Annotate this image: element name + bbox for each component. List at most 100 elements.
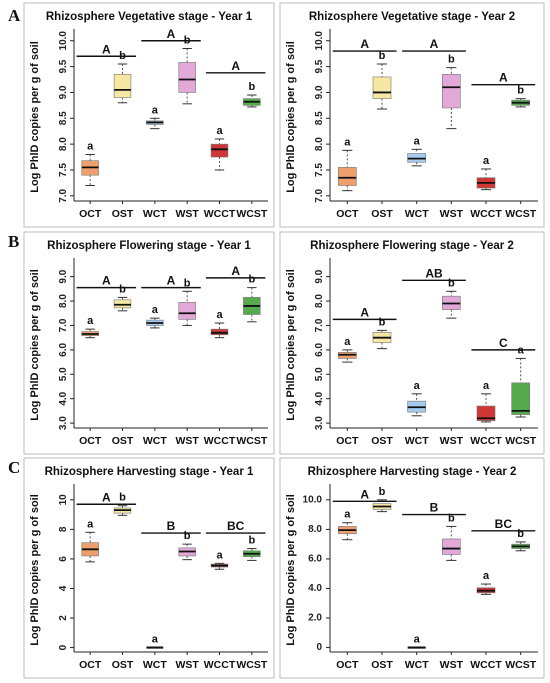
box-body (476, 405, 496, 421)
y-tick-label: 10.0 (303, 494, 323, 505)
box-wst (442, 67, 461, 130)
chart-title: Rhizosphere Flowering stage - Year 1 (47, 240, 251, 252)
box-letter: b (248, 81, 255, 93)
x-tick-label: WST (176, 659, 200, 671)
box-body (178, 62, 196, 93)
y-tick-label: 7.0 (58, 188, 69, 202)
box-wcct (476, 168, 496, 191)
x-tick-label: WST (440, 208, 464, 220)
y-tick-label: 7.0 (314, 318, 325, 332)
box-ost (113, 505, 132, 516)
box-letter: b (517, 85, 524, 97)
chart-title: Rhizosphere Harvesting stage - Year 1 (45, 466, 254, 478)
y-tick-label: 8.0 (314, 294, 325, 308)
box-body (511, 382, 530, 415)
x-tick-label: WCST (236, 659, 267, 671)
box-wst (442, 290, 461, 319)
chart-title: Rhizosphere Flowering stage - Year 2 (310, 240, 514, 252)
x-tick-label: OCT (336, 659, 359, 671)
x-tick-label: WCT (143, 659, 167, 671)
panel-frame (23, 457, 275, 679)
panel-frame (23, 231, 275, 455)
x-tick-label: WCST (505, 659, 536, 671)
y-tick-label: 3.0 (58, 416, 69, 430)
y-tick-label: 6.0 (308, 554, 322, 565)
box-wst (178, 543, 196, 561)
x-tick-label: WCCT (204, 208, 236, 220)
group-letter: A (102, 42, 111, 56)
y-tick-label: 6 (58, 556, 69, 562)
y-tick-label: 7.0 (58, 318, 69, 332)
x-tick-label: WCCT (470, 208, 502, 220)
box-letter: b (248, 274, 255, 286)
group-letter: A (167, 27, 176, 41)
box-oct (81, 153, 99, 186)
x-tick-label: WCT (143, 208, 167, 220)
x-tick-label: WCST (505, 435, 536, 447)
box-wct (407, 148, 426, 167)
x-tick-label: OST (112, 435, 134, 447)
y-axis-label: Log PhlD copies per g of soil (285, 494, 297, 646)
box-ost (113, 63, 132, 104)
y-tick-label: 0 (58, 644, 69, 650)
box-wcct (210, 322, 229, 339)
x-tick-label: WCT (405, 659, 429, 671)
box-wcct (210, 562, 229, 570)
chart-title: Rhizosphere Vegetative stage - Year 2 (309, 11, 515, 23)
y-axis-label: Log PhlD copies per g of soil (285, 269, 297, 421)
box-ost (113, 296, 132, 312)
x-tick-label: OST (112, 208, 134, 220)
box-letter: a (344, 336, 351, 348)
x-tick-label: WCCT (470, 659, 502, 671)
y-axis-label: Log PhlD copies per g of soil (29, 41, 41, 193)
box-letter: a (152, 304, 159, 316)
box-wcst (511, 98, 530, 108)
group-letter: A (167, 274, 176, 288)
box-letter: b (119, 283, 126, 295)
box-wcct (210, 138, 229, 171)
box-body (338, 167, 357, 186)
y-tick-label: 9.0 (58, 85, 69, 99)
y-tick-label: 9.0 (314, 85, 325, 99)
box-wcct (476, 583, 496, 595)
x-tick-label: WCST (505, 208, 536, 220)
x-tick-label: OCT (79, 208, 102, 220)
box-letter: b (448, 54, 455, 66)
box-wct (146, 117, 164, 130)
group-letter: C (499, 336, 508, 350)
x-tick-label: OST (371, 659, 393, 671)
x-tick-label: OST (112, 659, 134, 671)
group-letter: A (360, 487, 369, 501)
y-axis-label: Log PhlD copies per g of soil (29, 269, 41, 421)
y-tick-label: 8.5 (58, 111, 69, 125)
box-oct (338, 522, 357, 541)
x-tick-label: OCT (336, 435, 359, 447)
x-tick-label: WST (440, 659, 464, 671)
box-wcct (476, 393, 496, 423)
box-body (442, 538, 461, 555)
y-axis-label: Log PhlD copies per g of soil (285, 41, 297, 193)
group-letter: A (499, 71, 508, 85)
y-tick-label: 0 (316, 642, 322, 653)
box-letter: a (87, 518, 94, 530)
box-letter: b (379, 486, 386, 498)
y-tick-label: 8 (58, 526, 69, 532)
box-wcst (243, 287, 261, 323)
y-tick-label: 9.0 (314, 269, 325, 283)
y-tick-label: 4 (58, 585, 69, 591)
box-letter: b (248, 535, 255, 547)
x-tick-label: OST (371, 435, 393, 447)
group-letter: AB (425, 266, 443, 280)
box-letter: b (448, 277, 455, 289)
box-letter: a (216, 309, 223, 321)
group-letter: A (430, 37, 439, 51)
box-wst (178, 290, 196, 326)
y-tick-label: 8.0 (58, 294, 69, 308)
x-tick-label: WCST (236, 208, 267, 220)
box-body (178, 301, 196, 320)
box-oct (81, 328, 99, 339)
y-tick-label: 9.0 (58, 269, 69, 283)
box-letter: a (87, 315, 94, 327)
box-letter: b (379, 316, 386, 328)
y-tick-label: 6.0 (58, 342, 69, 356)
